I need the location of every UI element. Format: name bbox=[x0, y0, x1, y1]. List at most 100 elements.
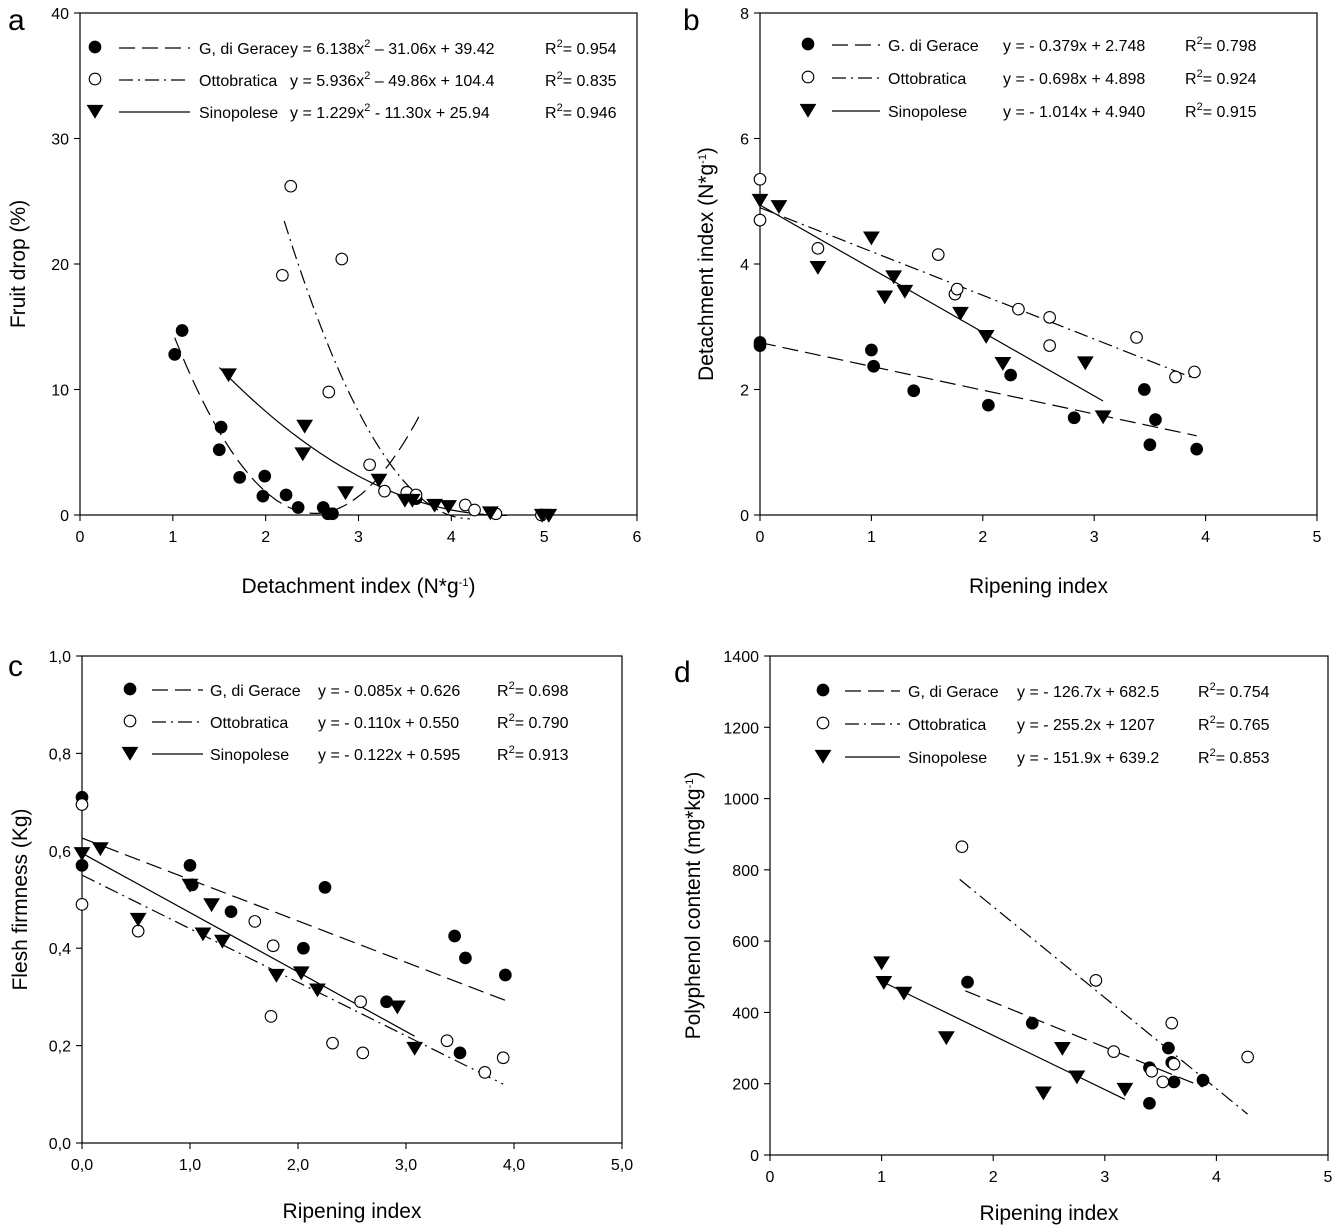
plot-frame bbox=[769, 655, 1329, 1156]
data-point bbox=[1167, 1057, 1181, 1071]
legend: G. di Gerace y = - 0.379x + 2.748 R2= 0.79… bbox=[799, 35, 1257, 121]
x-tick-label: 3 bbox=[1090, 529, 1099, 546]
data-point bbox=[977, 330, 995, 344]
legend-equation: y = - 0.698x + 4.898 bbox=[1003, 71, 1145, 88]
x-tick-label: 4 bbox=[447, 529, 456, 546]
x-tick-label: 1 bbox=[867, 529, 876, 546]
x-tick-label: 4 bbox=[1212, 1169, 1221, 1186]
data-point bbox=[1068, 1070, 1086, 1085]
y-tick-label: 0 bbox=[60, 508, 69, 525]
y-tick-label: 10 bbox=[51, 383, 69, 400]
data-point bbox=[258, 469, 272, 483]
data-point bbox=[354, 995, 367, 1009]
data-point bbox=[770, 200, 788, 214]
panel-letter: a bbox=[8, 4, 25, 37]
fit-line-ottobratica bbox=[81, 874, 504, 1085]
data-point bbox=[481, 506, 499, 521]
data-point bbox=[1137, 383, 1151, 396]
legend: G, di Gerace y = - 0.085x + 0.626 R2= 0.69… bbox=[121, 680, 569, 764]
data-point bbox=[1043, 310, 1056, 324]
data-point bbox=[406, 1041, 424, 1056]
data-point bbox=[1162, 1041, 1175, 1055]
legend-marker bbox=[121, 746, 139, 761]
data-point bbox=[865, 343, 878, 357]
legend-equation: y = 5.936x2 – 49.86x + 104.4 bbox=[290, 70, 495, 90]
legend: G, di Gerace y = 6.138x2 – 31.06x + 39.42… bbox=[86, 38, 617, 122]
data-point bbox=[540, 508, 558, 523]
data-point bbox=[75, 798, 89, 811]
data-point bbox=[1167, 1075, 1181, 1089]
legend: G, di Gerace y = - 126.7x + 682.5 R2= 0.75… bbox=[814, 681, 1270, 767]
data-point bbox=[952, 306, 969, 321]
data-point bbox=[168, 348, 182, 361]
data-point bbox=[1145, 1064, 1159, 1078]
x-tick-label: 5 bbox=[1313, 529, 1322, 546]
data-point bbox=[753, 339, 767, 352]
x-axis-label: Detachment index (N*g-1) bbox=[242, 575, 476, 598]
x-tick-label: 1,0 bbox=[179, 1157, 201, 1174]
legend-series-name: G, di Gerace bbox=[210, 683, 301, 700]
x-tick-label: 2,0 bbox=[287, 1157, 309, 1174]
legend-marker bbox=[801, 70, 815, 84]
x-axis-label: Ripening index bbox=[969, 575, 1108, 598]
x-tick-label: 3,0 bbox=[395, 1157, 417, 1174]
data-point bbox=[459, 951, 472, 965]
data-point bbox=[1012, 302, 1025, 316]
data-point bbox=[75, 898, 89, 911]
data-point bbox=[499, 968, 512, 982]
chart-panel-a: a 0 1 2 3 4 5 6 0 10 20 30 40 Detachment index (N*g-1… bbox=[7, 4, 642, 598]
data-point bbox=[1149, 413, 1162, 426]
data-point bbox=[291, 501, 305, 514]
data-point bbox=[183, 859, 197, 872]
legend-marker bbox=[88, 72, 102, 86]
y-tick-label: 0,0 bbox=[49, 1136, 71, 1153]
y-axis-label: Detachment index (N*g-1) bbox=[695, 147, 718, 381]
legend-series-name: G, di Gerace bbox=[199, 41, 290, 58]
legend-marker bbox=[123, 682, 137, 696]
data-point bbox=[961, 975, 974, 989]
y-tick-label: 30 bbox=[51, 132, 69, 149]
y-tick-label: 0,8 bbox=[49, 746, 71, 763]
data-point bbox=[335, 252, 349, 266]
data-point bbox=[440, 500, 457, 514]
series-ottobratica bbox=[75, 798, 510, 1079]
data-point bbox=[203, 898, 220, 913]
data-point bbox=[1054, 1041, 1071, 1056]
data-point bbox=[322, 385, 336, 399]
legend-r-squared: R2= 0.754 bbox=[1198, 681, 1270, 701]
x-tick-label: 5 bbox=[1324, 1169, 1333, 1186]
data-point bbox=[1143, 438, 1157, 452]
data-point bbox=[264, 1010, 278, 1023]
y-tick-label: 800 bbox=[732, 863, 759, 880]
x-tick-label: 3 bbox=[1100, 1169, 1109, 1186]
data-point bbox=[326, 1036, 339, 1050]
data-point bbox=[337, 486, 354, 501]
legend-marker bbox=[814, 749, 832, 764]
legend-series-name: Ottobratica bbox=[199, 73, 277, 90]
series-g-di-gerace bbox=[753, 336, 1204, 456]
legend-r-squared: R2= 0.954 bbox=[545, 38, 617, 58]
series-sinopolese bbox=[751, 193, 1112, 425]
data-point bbox=[863, 231, 880, 246]
legend-equation: y = - 151.9x + 639.2 bbox=[1017, 750, 1159, 767]
series-g-di-gerace bbox=[961, 975, 1210, 1110]
y-tick-label: 2 bbox=[740, 383, 749, 400]
data-point bbox=[809, 261, 827, 275]
data-point bbox=[1004, 368, 1018, 382]
data-point bbox=[1035, 1086, 1052, 1101]
data-point bbox=[363, 458, 376, 472]
data-point bbox=[370, 473, 388, 488]
legend-marker bbox=[123, 714, 137, 728]
data-point bbox=[284, 179, 298, 193]
data-point bbox=[955, 840, 969, 854]
x-tick-label: 4,0 bbox=[503, 1157, 525, 1174]
legend-r-squared: R2= 0.698 bbox=[497, 680, 569, 700]
legend-r-squared: R2= 0.765 bbox=[1198, 714, 1270, 734]
data-point bbox=[994, 357, 1012, 371]
x-axis-label: Ripening index bbox=[283, 1200, 422, 1223]
data-point bbox=[426, 498, 444, 513]
data-point bbox=[448, 929, 461, 943]
data-point bbox=[296, 419, 314, 434]
data-point bbox=[1067, 411, 1081, 425]
data-point bbox=[1165, 1016, 1179, 1030]
